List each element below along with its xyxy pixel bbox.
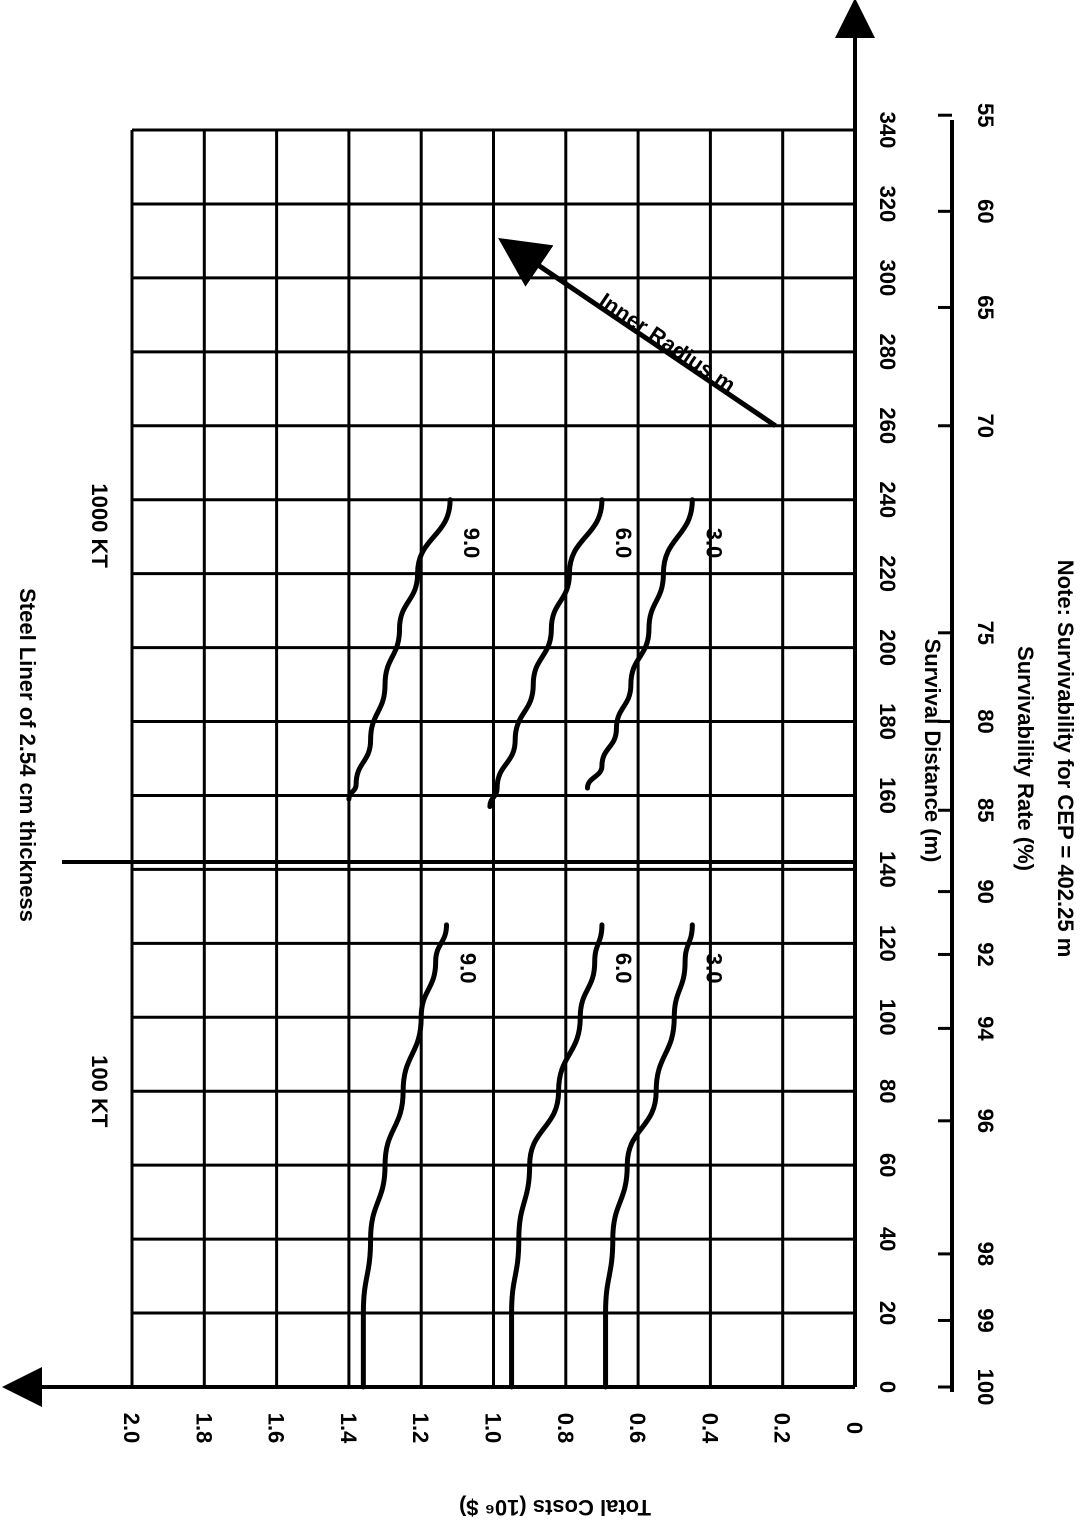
x-tick-label: 180 — [875, 703, 900, 740]
secondary-tick-label: 100 — [973, 1369, 998, 1406]
x-tick-label: 200 — [875, 629, 900, 666]
x-tick-label: 280 — [875, 333, 900, 370]
series-label: 9.0 — [456, 953, 481, 984]
chart-title: Steel Liner of 2.54 cm thickness — [15, 588, 40, 922]
secondary-tick-label: 94 — [973, 1016, 998, 1041]
series-line — [603, 922, 695, 1390]
group-label: 100 KT — [87, 1055, 112, 1128]
secondary-tick-label: 70 — [973, 414, 998, 438]
y-tick-label: 1.4 — [336, 1413, 361, 1444]
x-tick-label: 140 — [875, 851, 900, 888]
x-tick-label: 240 — [875, 481, 900, 518]
annotation-label: Inner Radius m — [595, 288, 741, 398]
secondary-tick-label: 90 — [973, 879, 998, 903]
x-tick-label: 340 — [875, 112, 900, 149]
secondary-tick-label: 96 — [973, 1109, 998, 1133]
x-tick-label: 300 — [875, 260, 900, 297]
y-tick-label: 0.4 — [697, 1413, 722, 1444]
y-tick-label: 1.2 — [408, 1413, 433, 1444]
x-tick-label: 260 — [875, 407, 900, 444]
y-tick-label: 0.2 — [770, 1413, 795, 1444]
y-tick-label: 1.0 — [481, 1413, 506, 1444]
series-line — [346, 497, 453, 802]
chart-note: Note: Survivability for CEP = 402.25 m — [1053, 560, 1078, 958]
x-tick-label: 120 — [875, 925, 900, 962]
secondary-tick-label: 80 — [973, 709, 998, 733]
y-tick-label: 0 — [842, 1422, 867, 1434]
y-tick-label: 0.6 — [625, 1413, 650, 1444]
secondary-tick-label: 98 — [973, 1242, 998, 1266]
x-tick-label: 100 — [875, 999, 900, 1036]
outer-labels: 0 20 40 60 80 100 120 140 160 180 200 220 240 260 280 3… — [15, 103, 1078, 1520]
x-axis-label: Survival Distance (m) — [920, 639, 945, 863]
secondary-tick-label: 85 — [973, 798, 998, 822]
x-tick-label: 20 — [875, 1301, 900, 1325]
secondary-tick-label: 75 — [973, 621, 998, 645]
y-tick-label: 1.8 — [191, 1413, 216, 1444]
x-tick-label: 40 — [875, 1227, 900, 1251]
y-tick-label: 0.8 — [553, 1413, 578, 1444]
secondary-tick-label: 99 — [973, 1308, 998, 1332]
x-tick-label: 0 — [875, 1381, 900, 1393]
x-tick-label: 220 — [875, 555, 900, 592]
series-label: 6.0 — [611, 528, 636, 559]
secondary-axis-label: Survivability Rate (%) — [1013, 646, 1038, 871]
series-label: 3.0 — [701, 953, 726, 984]
series-label: 9.0 — [459, 528, 484, 559]
annotation-arrow-line — [498, 237, 777, 428]
y-tick-label: 1.6 — [264, 1413, 289, 1444]
group-label: 1000 KT — [87, 483, 112, 568]
series-line — [360, 922, 450, 1390]
secondary-tick-label: 60 — [973, 199, 998, 223]
series-line — [509, 922, 605, 1390]
y-axis-label: Total Costs (10⁶ $) — [459, 1495, 651, 1520]
plot-area — [2, 0, 875, 1407]
x-tick-label: 60 — [875, 1153, 900, 1177]
series-line — [487, 497, 605, 810]
secondary-tick-label: 92 — [973, 942, 998, 966]
secondary-tick-label: 65 — [973, 295, 998, 319]
x-tick-label: 80 — [875, 1079, 900, 1103]
series-line — [584, 497, 695, 791]
secondary-tick-label: 55 — [973, 103, 998, 127]
x-tick-label: 320 — [875, 186, 900, 223]
series-label: 3.0 — [701, 528, 726, 559]
y-tick-label: 2.0 — [119, 1413, 144, 1444]
series-label: 6.0 — [611, 953, 636, 984]
x-tick-label: 160 — [875, 777, 900, 814]
